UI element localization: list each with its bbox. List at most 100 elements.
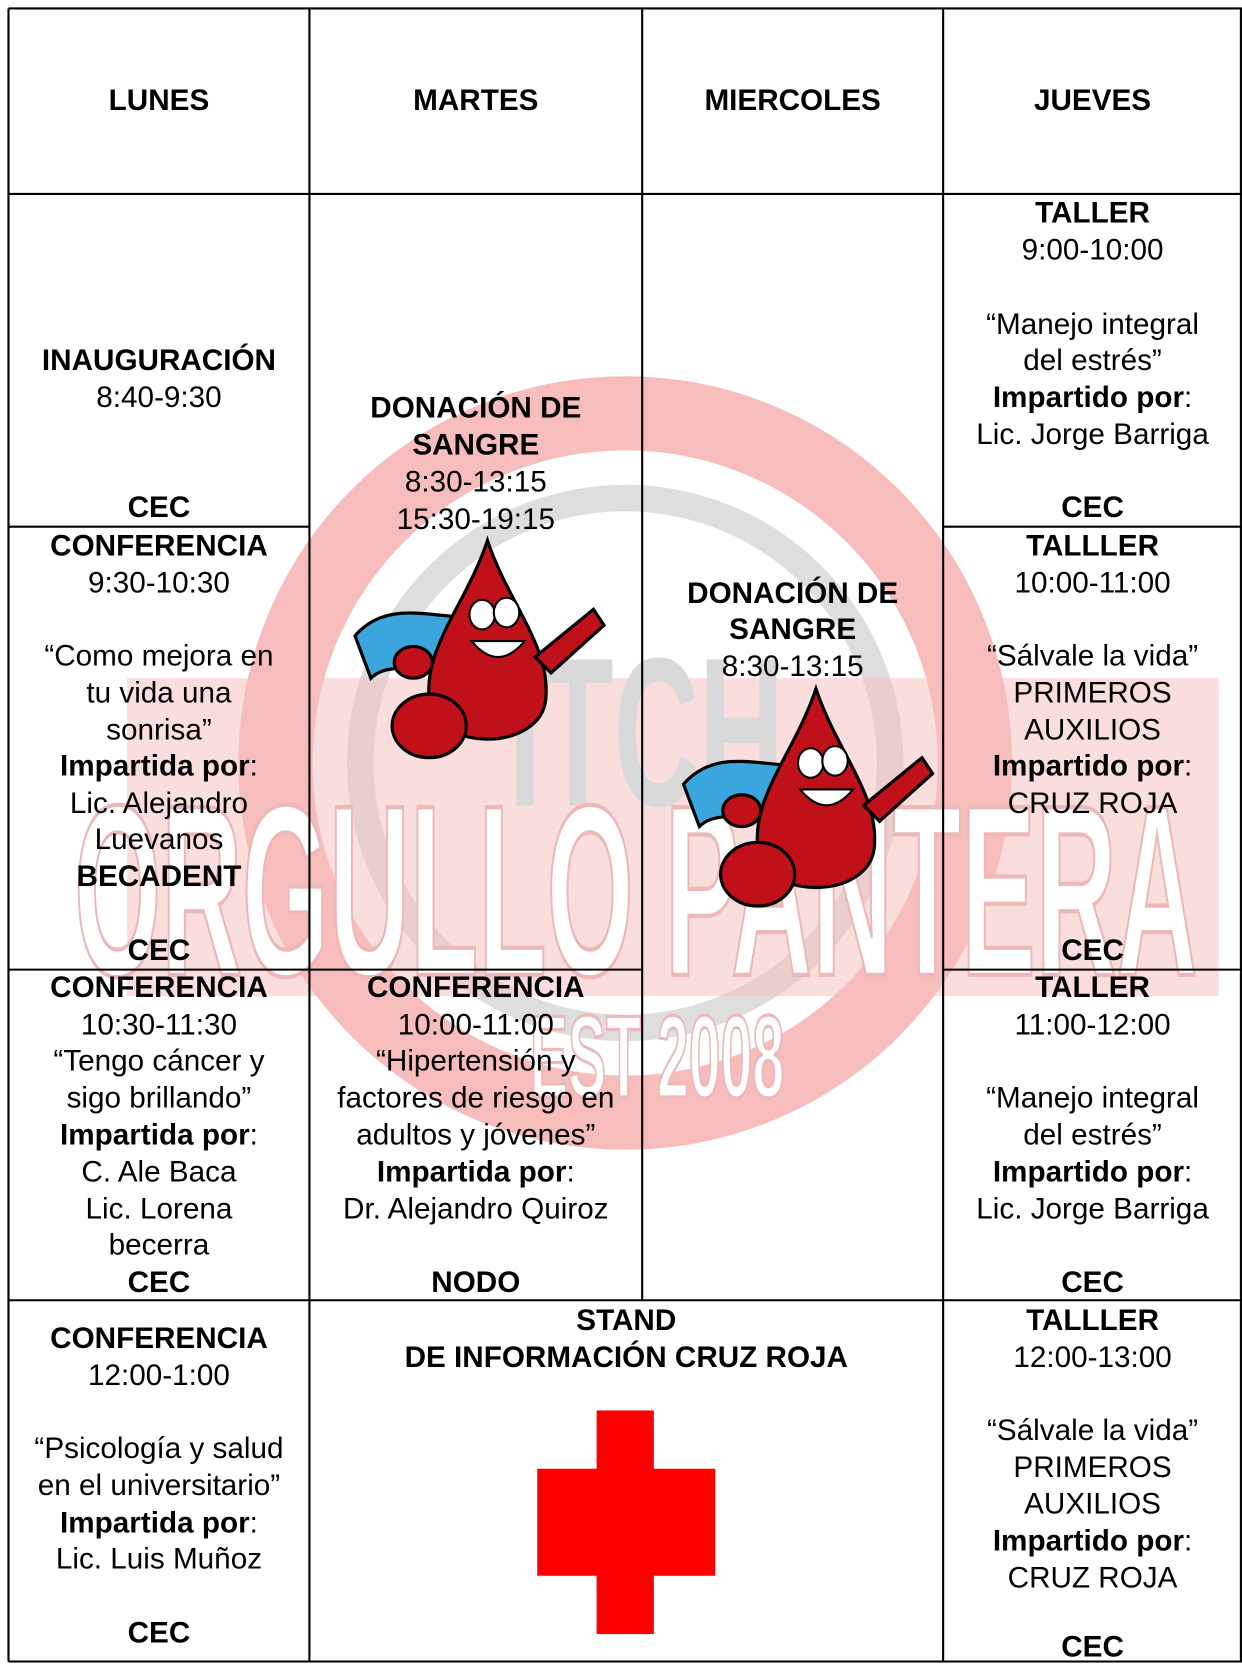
event-topic: “Sálvale la vida” <box>987 638 1199 672</box>
watermark: ITCH ORGULLO PANTERA EST 2008 <box>72 376 1219 1150</box>
event-title: CONFERENCIA <box>367 970 585 1004</box>
event-title: CONFERENCIA <box>50 1321 268 1355</box>
watermark-est: EST 2008 <box>530 991 784 1122</box>
event-title: TALLER <box>1035 196 1150 229</box>
speaker: Lic. Luis Muñoz <box>55 1541 263 1575</box>
colon: : <box>1184 380 1193 414</box>
colon: : <box>1184 749 1193 783</box>
sponsor: BECADENT <box>76 859 242 893</box>
event-time: 8:30-13:15 <box>404 465 547 499</box>
event-topic: “Tengo cáncer y <box>53 1043 265 1077</box>
event-place: CEC <box>1061 1265 1124 1299</box>
event-place: CEC <box>1061 933 1124 967</box>
event-topic: en el universitario” <box>37 1468 281 1502</box>
event-topic: AUXILIOS <box>1024 1486 1161 1520</box>
speaker-label: Impartido por: <box>993 379 1192 415</box>
speaker-label: Impartido por: <box>993 748 1192 784</box>
event-topic: “Como mejora en <box>44 638 274 672</box>
watermark-main: ORGULLO PANTERA <box>74 754 1197 1027</box>
event-place: CEC <box>127 1616 191 1649</box>
speaker: Lic. Alejandro <box>69 786 249 820</box>
speaker-label: Impartida por: <box>60 1117 258 1153</box>
day-header: LUNES <box>108 83 210 117</box>
event-topic: sigo brillando” <box>66 1080 252 1114</box>
colon: : <box>1184 1155 1193 1188</box>
event-title: DONACIÓN DE <box>687 576 899 610</box>
event-topic: del estrés” <box>1023 343 1162 377</box>
colon: : <box>249 1505 258 1539</box>
day-header: JUEVES <box>1034 83 1152 117</box>
event-time: 9:00-10:00 <box>1021 233 1164 266</box>
day-header: MIERCOLES <box>704 83 881 117</box>
speaker-label: Impartido por: <box>993 1523 1192 1559</box>
speaker-label: Impartido por: <box>993 1154 1192 1190</box>
event-topic: adultos y jóvenes” <box>356 1117 596 1151</box>
event-title: SANGRE <box>412 428 540 461</box>
event-topic: del estrés” <box>1023 1117 1162 1151</box>
event-time: 10:00-11:00 <box>1014 565 1171 599</box>
event-time: 10:00-11:00 <box>397 1007 554 1041</box>
label: Impartido por <box>992 1523 1185 1557</box>
speaker-label: Impartida por: <box>60 1505 258 1541</box>
event-time: 12:00-13:00 <box>1013 1340 1172 1374</box>
event-topic: factores de riesgo en <box>337 1080 615 1114</box>
speaker: Dr. Alejandro Quiroz <box>343 1192 609 1226</box>
speaker: CRUZ ROJA <box>1007 1560 1178 1594</box>
event-topic: “Manejo integral <box>986 307 1199 341</box>
event-title: CONFERENCIA <box>50 528 268 562</box>
colon: : <box>249 749 258 783</box>
speaker: Lic. Jorge Barriga <box>976 1192 1209 1226</box>
event-title: TALLLER <box>1026 528 1160 562</box>
stand-title: STAND <box>576 1303 677 1337</box>
event-title: SANGRE <box>729 612 857 646</box>
colon: : <box>249 1117 258 1151</box>
event-topic: sonrisa” <box>106 713 212 747</box>
event-topic: PRIMEROS <box>1013 1450 1172 1484</box>
event-title: TALLLER <box>1026 1303 1160 1337</box>
event-time: 8:30-13:15 <box>721 649 864 683</box>
day-header: MARTES <box>413 83 539 117</box>
event-time: 8:40-9:30 <box>96 380 222 414</box>
event-time: 12:00-1:00 <box>88 1358 230 1392</box>
event-title: DONACIÓN DE <box>370 391 582 424</box>
event-title: INAUGURACIÓN <box>41 343 276 377</box>
event-place: CEC <box>1061 1629 1124 1663</box>
label: Impartida por <box>376 1155 567 1188</box>
colon: : <box>566 1155 575 1188</box>
speaker-label: Impartida por: <box>377 1154 575 1190</box>
event-place: CEC <box>127 490 191 524</box>
table-borders <box>7 7 1242 1663</box>
event-time: 11:00-12:00 <box>1014 1007 1171 1041</box>
event-topic: “Sálvale la vida” <box>987 1413 1199 1447</box>
event-time: 10:30-11:30 <box>80 1007 238 1041</box>
red-cross <box>537 1468 716 1576</box>
mascot <box>353 535 607 760</box>
event-place: NODO <box>431 1265 521 1299</box>
event-time: 9:30-10:30 <box>88 565 230 599</box>
speaker: Lic. Jorge Barriga <box>976 417 1209 451</box>
event-title: TALLER <box>1035 970 1150 1004</box>
speaker: becerra <box>108 1228 210 1262</box>
speaker-label: Impartida por: <box>60 748 258 784</box>
event-topic: “Hipertensión y <box>376 1043 576 1077</box>
speaker: CRUZ ROJA <box>1007 786 1178 820</box>
stand-title: DE INFORMACIÓN CRUZ ROJA <box>404 1340 849 1374</box>
speaker: Luevanos <box>94 822 224 856</box>
event-topic: “Manejo integral <box>986 1080 1199 1114</box>
event-topic: tu vida una <box>86 676 232 709</box>
event-place: CEC <box>127 1265 191 1299</box>
event-place: CEC <box>1061 490 1124 524</box>
event-title: CONFERENCIA <box>50 970 268 1004</box>
event-time: 15:30-19:15 <box>396 502 556 536</box>
event-topic: PRIMEROS <box>1013 676 1172 709</box>
event-topic: “Psicología y salud <box>34 1431 284 1465</box>
label: Impartido por <box>992 1155 1185 1188</box>
event-place: CEC <box>127 933 191 967</box>
label: Impartida por <box>60 1117 250 1151</box>
label: Impartido por <box>992 380 1185 414</box>
label: Impartido por <box>992 749 1185 783</box>
colon: : <box>1184 1523 1193 1557</box>
speaker: C. Ale Baca <box>81 1155 237 1188</box>
